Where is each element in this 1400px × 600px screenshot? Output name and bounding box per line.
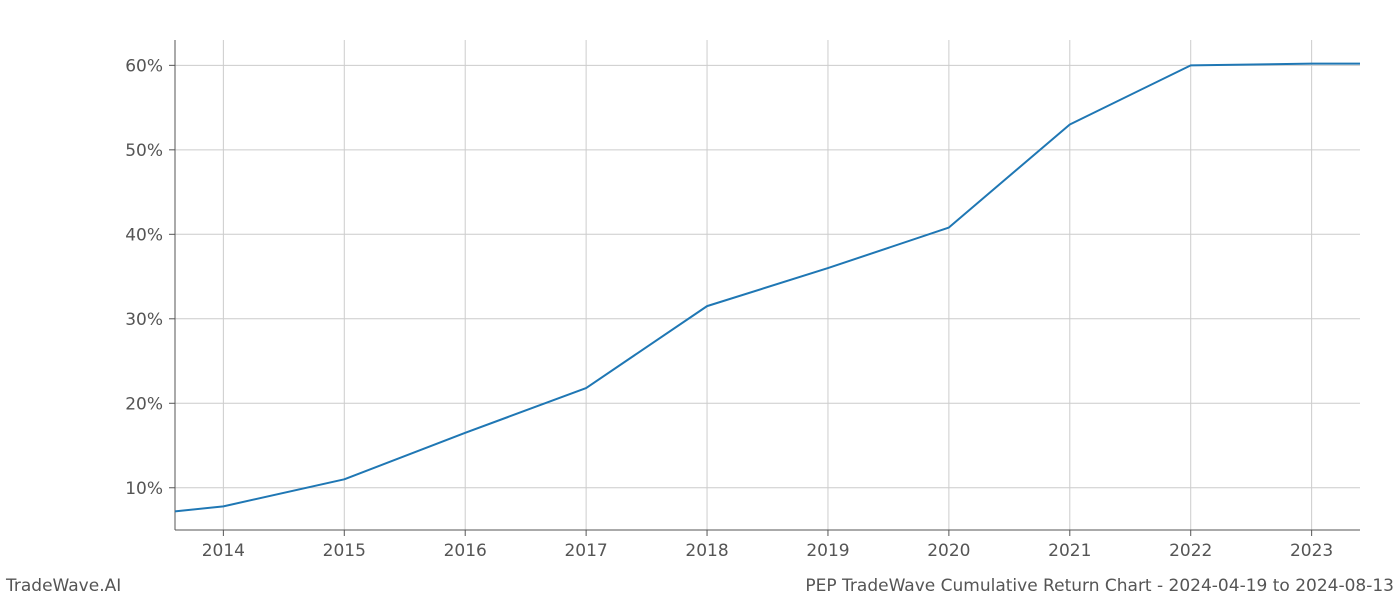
y-tick-label: 50%: [125, 141, 163, 161]
y-tick-label: 20%: [125, 394, 163, 414]
y-tick-label: 10%: [125, 479, 163, 499]
y-tick-label: 30%: [125, 310, 163, 330]
x-tick-label: 2014: [202, 541, 245, 561]
chart-container: 2014 2015 2016 2017 2018 2019 2020 2021 2022 2023…: [0, 0, 1400, 600]
x-tick-label: 2017: [564, 541, 607, 561]
x-tick-label: 2019: [806, 541, 849, 561]
y-tick-label: 40%: [125, 225, 163, 245]
x-tick-label: 2022: [1169, 541, 1212, 561]
x-tick-label: 2015: [323, 541, 366, 561]
x-tick-label: 2023: [1290, 541, 1333, 561]
footer-right-text: PEP TradeWave Cumulative Return Chart - …: [805, 576, 1394, 596]
line-chart: 2014 2015 2016 2017 2018 2019 2020 2021 2022 2023…: [0, 0, 1400, 600]
x-tick-label: 2016: [444, 541, 487, 561]
x-tick-label: 2020: [927, 541, 970, 561]
footer-left-text: TradeWave.AI: [6, 576, 121, 596]
x-tick-label: 2021: [1048, 541, 1091, 561]
x-tick-label: 2018: [685, 541, 728, 561]
y-tick-label: 60%: [125, 56, 163, 76]
